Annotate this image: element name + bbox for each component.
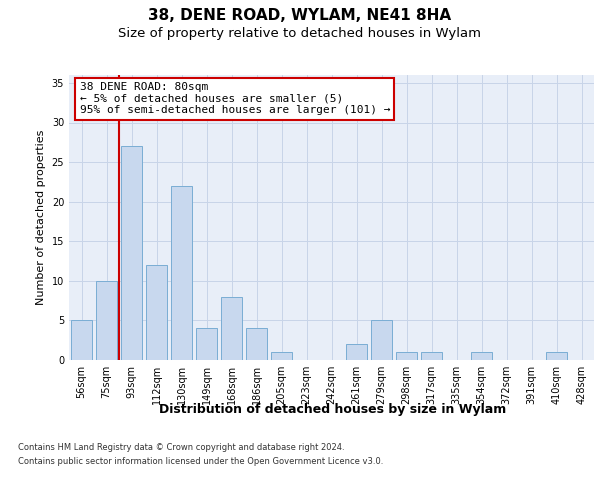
Bar [346,344,367,360]
Bar [71,320,92,360]
Bar [396,352,417,360]
Bar [96,281,117,360]
Bar [221,296,242,360]
Text: 38 DENE ROAD: 80sqm
← 5% of detached houses are smaller (5)
95% of semi-detached: 38 DENE ROAD: 80sqm ← 5% of detached hou… [79,82,390,116]
Bar [546,352,567,360]
Bar [121,146,142,360]
Text: Size of property relative to detached houses in Wylam: Size of property relative to detached ho… [119,28,482,40]
Bar [371,320,392,360]
Bar [421,352,442,360]
Bar [146,265,167,360]
Bar [171,186,192,360]
Text: Contains public sector information licensed under the Open Government Licence v3: Contains public sector information licen… [18,458,383,466]
Bar [271,352,292,360]
Text: 38, DENE ROAD, WYLAM, NE41 8HA: 38, DENE ROAD, WYLAM, NE41 8HA [148,8,452,22]
Text: Distribution of detached houses by size in Wylam: Distribution of detached houses by size … [160,402,506,415]
Bar [246,328,267,360]
Bar [196,328,217,360]
Bar [471,352,492,360]
Y-axis label: Number of detached properties: Number of detached properties [36,130,46,305]
Text: Contains HM Land Registry data © Crown copyright and database right 2024.: Contains HM Land Registry data © Crown c… [18,442,344,452]
